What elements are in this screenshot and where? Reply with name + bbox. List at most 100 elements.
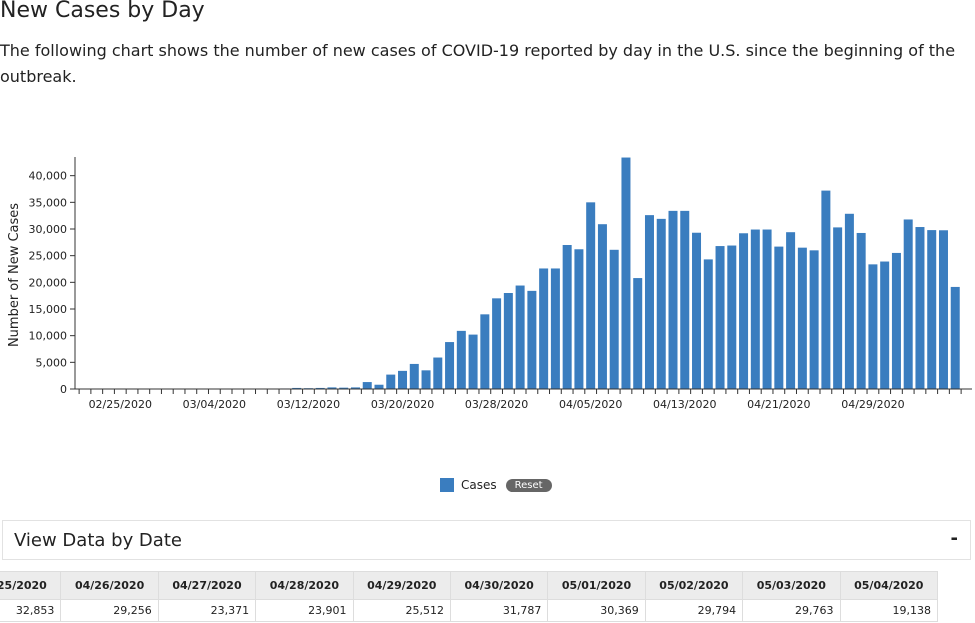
- x-tick-label: 03/04/2020: [183, 398, 246, 411]
- bar[interactable]: [774, 246, 784, 389]
- table-cell: 29,256: [60, 599, 159, 622]
- table-header-cell: 05/03/2020: [742, 571, 841, 600]
- y-tick-label: 25,000: [29, 250, 68, 263]
- bar[interactable]: [715, 246, 725, 389]
- bar[interactable]: [539, 268, 549, 389]
- bar[interactable]: [374, 384, 384, 389]
- bar[interactable]: [492, 298, 502, 389]
- table-row: 32,853 29,256 23,371 23,901 25,512 31,787 30,3…: [0, 599, 939, 622]
- bar[interactable]: [786, 232, 796, 389]
- x-tick-label: 03/12/2020: [277, 398, 340, 411]
- table-header-cell: 04/29/2020: [352, 571, 451, 600]
- bar[interactable]: [833, 227, 843, 389]
- bar[interactable]: [480, 314, 490, 389]
- bar[interactable]: [938, 230, 948, 389]
- x-tick-label: 03/28/2020: [465, 398, 528, 411]
- bar[interactable]: [586, 202, 596, 389]
- bar[interactable]: [903, 219, 913, 389]
- bar[interactable]: [362, 382, 372, 389]
- table-header-cell: 04/28/2020: [255, 571, 354, 600]
- bar[interactable]: [692, 232, 702, 389]
- bar[interactable]: [915, 227, 925, 389]
- bar[interactable]: [844, 213, 854, 389]
- bar[interactable]: [503, 293, 513, 389]
- bar[interactable]: [339, 387, 349, 389]
- bar[interactable]: [409, 363, 419, 389]
- bar[interactable]: [597, 224, 607, 389]
- bar[interactable]: [468, 334, 478, 389]
- bar[interactable]: [515, 285, 525, 389]
- bar[interactable]: [950, 286, 960, 389]
- table-header-cell: 04/26/2020: [60, 571, 159, 600]
- y-tick-label: 15,000: [29, 303, 68, 316]
- table-cell: 31,787: [449, 599, 549, 622]
- bar[interactable]: [350, 387, 360, 389]
- bar[interactable]: [562, 245, 572, 389]
- chart-legend: Cases Reset: [440, 478, 552, 492]
- table-cell: 23,901: [255, 599, 354, 622]
- bar[interactable]: [456, 330, 466, 389]
- bar[interactable]: [398, 370, 408, 389]
- table-cell: 29,763: [742, 599, 841, 622]
- bar[interactable]: [809, 250, 819, 389]
- table-header-cell: 04/25/2020: [0, 571, 62, 600]
- bar[interactable]: [527, 290, 537, 389]
- bar[interactable]: [856, 232, 866, 389]
- bar[interactable]: [880, 261, 890, 389]
- y-tick-label: 0: [60, 383, 67, 396]
- bar[interactable]: [633, 278, 643, 389]
- bars[interactable]: [280, 157, 960, 390]
- bar[interactable]: [386, 374, 396, 389]
- y-axis: 0 5,000 10,000 15,000 20,000 25,000 30,000 35,0…: [29, 157, 76, 396]
- collapse-icon[interactable]: -: [950, 528, 958, 549]
- bar[interactable]: [609, 249, 619, 389]
- new-cases-bar-chart: 0 5,000 10,000 15,000 20,000 25,000 30,000 35,0…: [7, 157, 972, 411]
- panel-title[interactable]: View Data by Date: [14, 530, 182, 551]
- legend-swatch-cases: [440, 478, 454, 492]
- bar[interactable]: [656, 218, 666, 389]
- bar[interactable]: [739, 233, 749, 389]
- y-tick-label: 20,000: [29, 276, 68, 289]
- table-header-cell: 05/02/2020: [644, 571, 744, 600]
- bar[interactable]: [292, 387, 302, 389]
- y-axis-label: Number of New Cases: [7, 203, 22, 347]
- bar[interactable]: [574, 249, 584, 389]
- bar[interactable]: [315, 387, 325, 389]
- x-tick-label: 04/21/2020: [747, 398, 810, 411]
- x-tick-label: 04/13/2020: [653, 398, 716, 411]
- legend-label-cases[interactable]: Cases: [461, 478, 497, 492]
- bar[interactable]: [680, 210, 690, 389]
- data-table-container[interactable]: 04/25/202004/26/202004/27/202004/28/2020…: [0, 571, 975, 623]
- bar[interactable]: [550, 268, 560, 389]
- reset-button[interactable]: Reset: [505, 478, 552, 492]
- bar[interactable]: [727, 245, 737, 389]
- bar[interactable]: [668, 210, 678, 389]
- bar[interactable]: [868, 264, 878, 389]
- table-header-cell: 04/30/2020: [449, 571, 549, 600]
- bar[interactable]: [327, 387, 337, 389]
- page-title: New Cases by Day: [0, 0, 205, 23]
- bar[interactable]: [644, 215, 654, 389]
- x-axis: 02/25/2020 03/04/2020 03/12/2020 03/20/2020…: [75, 388, 972, 411]
- table-cell: 19,138: [839, 599, 939, 622]
- y-tick-label: 35,000: [29, 196, 68, 209]
- bar[interactable]: [421, 370, 431, 389]
- bar[interactable]: [433, 357, 443, 389]
- table-cell: 23,371: [157, 599, 257, 622]
- x-tick-label: 04/29/2020: [841, 398, 904, 411]
- view-data-panel: View Data by Date -: [2, 520, 971, 560]
- bar[interactable]: [927, 230, 937, 389]
- bar[interactable]: [445, 342, 455, 389]
- bar[interactable]: [750, 229, 760, 389]
- bar[interactable]: [797, 247, 807, 389]
- table-header-row: 04/25/202004/26/202004/27/202004/28/2020…: [0, 571, 939, 600]
- bar[interactable]: [891, 252, 901, 389]
- bar[interactable]: [762, 229, 772, 389]
- table-cell: 29,794: [644, 599, 744, 622]
- bar[interactable]: [703, 259, 713, 389]
- table-cell: 30,369: [547, 599, 646, 622]
- bar[interactable]: [821, 190, 831, 389]
- bar[interactable]: [621, 157, 631, 389]
- data-table: 04/25/202004/26/202004/27/202004/28/2020…: [0, 571, 939, 622]
- x-tick-label: 03/20/2020: [371, 398, 434, 411]
